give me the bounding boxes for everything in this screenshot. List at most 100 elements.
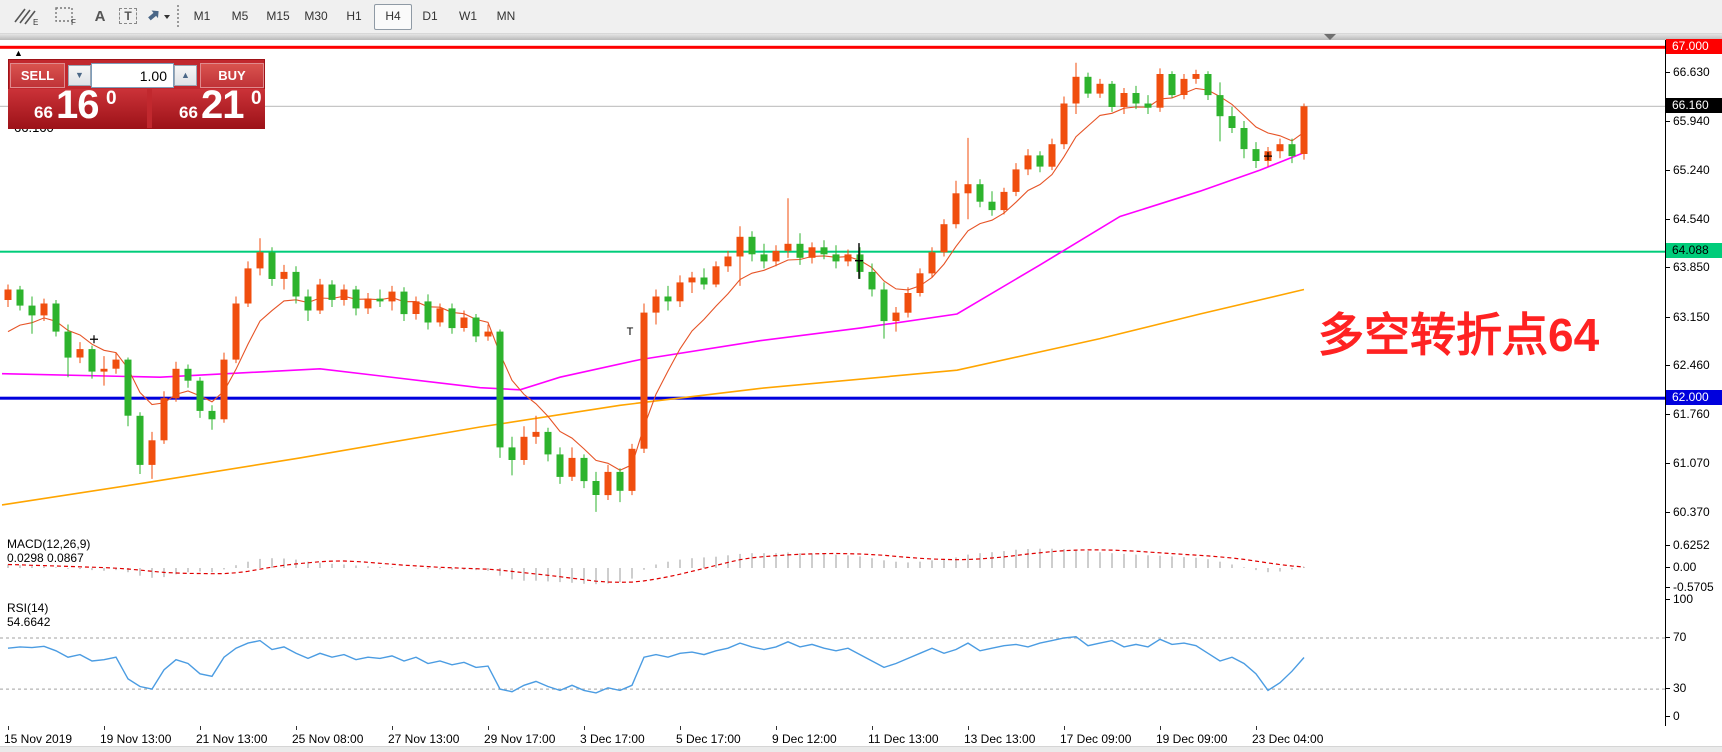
buy-price-tile[interactable]: 66 21 0: [152, 83, 265, 129]
time-tick: [200, 726, 201, 730]
time-tick-label: 11 Dec 13:00: [868, 732, 939, 746]
rsi-tick-label: 100: [1673, 592, 1694, 606]
time-tick: [392, 726, 393, 730]
bottom-strip: [0, 746, 1722, 752]
axis-tick: [1666, 587, 1670, 588]
time-tick-label: 15 Nov 2019: [4, 732, 73, 746]
sell-price-tile[interactable]: 66 16 0: [8, 83, 147, 129]
volume-up-button[interactable]: ▲: [174, 65, 197, 86]
time-tick: [104, 726, 105, 730]
one-click-trading-widget: SELL ▼ ▲ BUY 66 16 0 66 21 0: [8, 59, 265, 129]
pattern-f-icon[interactable]: F: [52, 4, 80, 28]
price-badge: 66.160: [1666, 98, 1722, 113]
sell-button[interactable]: SELL: [10, 63, 65, 88]
time-tick: [1256, 726, 1257, 730]
pattern-e-icon[interactable]: E: [10, 4, 42, 28]
rsi-chart: [0, 635, 1665, 694]
time-tick: [8, 726, 9, 730]
price-tick-label: 61.070: [1673, 456, 1710, 470]
chart-annotation: 多空转折点64: [1318, 309, 1600, 361]
time-tick-label: 27 Nov 13:00: [388, 732, 460, 746]
time-tick: [872, 726, 873, 730]
time-tick: [776, 726, 777, 730]
time-tick: [488, 726, 489, 730]
volume-down-button[interactable]: ▼: [68, 65, 91, 86]
scroll-position-icon[interactable]: [1324, 34, 1336, 40]
svg-text:F: F: [71, 18, 76, 26]
axis-tick: [1666, 267, 1670, 268]
time-axis[interactable]: 15 Nov 2019 19 Nov 13:00 21 Nov 13:00 25 No…: [0, 726, 1722, 752]
text-label-icon[interactable]: A: [94, 7, 106, 25]
axis-tick: [1666, 414, 1670, 415]
time-tick: [968, 726, 969, 730]
timeframe-MN[interactable]: MN: [496, 9, 516, 23]
rsi-tick-label: 0: [1673, 709, 1680, 723]
time-tick-label: 19 Dec 09:00: [1156, 732, 1228, 746]
time-tick-label: 21 Nov 13:00: [196, 732, 268, 746]
price-tick-label: 60.370: [1673, 505, 1710, 519]
cursor-mode-icon[interactable]: [144, 4, 174, 28]
macd-tick-label: -0.5705: [1673, 580, 1714, 594]
toolbar: E F A T M1 M5 M15 M30 H1 H4 D1 W1 MN: [0, 0, 1722, 34]
text-box-icon[interactable]: T: [116, 4, 140, 28]
svg-text:E: E: [33, 18, 38, 26]
axis-tick: [1666, 567, 1670, 568]
axis-tick: [1666, 599, 1670, 600]
toolbar-separator: [176, 5, 180, 27]
time-tick-label: 3 Dec 17:00: [580, 732, 645, 746]
axis-tick: [1666, 688, 1670, 689]
macd-tick-label: 0.6252: [1673, 538, 1710, 552]
axis-tick: [1666, 219, 1670, 220]
macd-chart: [7, 548, 1305, 585]
chart-scrollbar[interactable]: [0, 34, 1722, 40]
price-badge: 64.088: [1666, 243, 1722, 258]
timeframe-M30[interactable]: M30: [304, 9, 328, 23]
timeframe-D1[interactable]: D1: [422, 9, 438, 23]
timeframe-M15[interactable]: M15: [266, 9, 290, 23]
rsi-tick-label: 30: [1673, 681, 1687, 695]
time-tick-label: 17 Dec 09:00: [1060, 732, 1132, 746]
time-tick: [584, 726, 585, 730]
axis-tick: [1666, 365, 1670, 366]
buy-button[interactable]: BUY: [200, 63, 264, 88]
axis-tick: [1666, 716, 1670, 717]
symbol-triangle-icon: ▲: [14, 48, 23, 58]
price-tick-label: 65.240: [1673, 163, 1710, 177]
axis-tick: [1666, 512, 1670, 513]
price-tick-label: 65.940: [1673, 114, 1710, 128]
time-tick-label: 29 Nov 17:00: [484, 732, 556, 746]
price-tick-label: 66.630: [1673, 65, 1710, 79]
price-badge: 62.000: [1666, 390, 1722, 405]
axis-tick: [1666, 545, 1670, 546]
axis-tick: [1666, 121, 1670, 122]
axis-tick: [1666, 463, 1670, 464]
macd-tick-label: 0.00: [1673, 560, 1697, 574]
time-tick: [296, 726, 297, 730]
time-tick-label: 9 Dec 12:00: [772, 732, 837, 746]
price-axis[interactable]: 66.630 65.940 65.240 64.540 63.850 63.150 62.4…: [1665, 39, 1722, 726]
timeframe-M1[interactable]: M1: [193, 9, 211, 23]
time-tick-label: 13 Dec 13:00: [964, 732, 1036, 746]
timeframe-M5[interactable]: M5: [231, 9, 249, 23]
timeframe-H1[interactable]: H1: [346, 9, 362, 23]
axis-tick: [1666, 317, 1670, 318]
time-tick: [1160, 726, 1161, 730]
time-tick-label: 19 Nov 13:00: [100, 732, 172, 746]
axis-tick: [1666, 170, 1670, 171]
macd-label: MACD(12,26,9) 0.0298 0.0867: [7, 537, 91, 565]
timeframe-W1[interactable]: W1: [459, 9, 477, 23]
svg-text:T: T: [627, 326, 634, 338]
time-tick: [680, 726, 681, 730]
volume-input[interactable]: [91, 63, 174, 88]
axis-tick: [1666, 637, 1670, 638]
price-tick-label: 63.150: [1673, 310, 1710, 324]
axis-tick: [1666, 72, 1670, 73]
candlestick-chart[interactable]: T: [0, 41, 1665, 532]
rsi-tick-label: 70: [1673, 630, 1687, 644]
rsi-label: RSI(14) 54.6642: [7, 601, 51, 629]
price-tick-label: 61.760: [1673, 407, 1710, 421]
timeframe-H4[interactable]: H4: [374, 4, 412, 30]
time-tick: [1064, 726, 1065, 730]
price-tick-label: 63.850: [1673, 260, 1710, 274]
